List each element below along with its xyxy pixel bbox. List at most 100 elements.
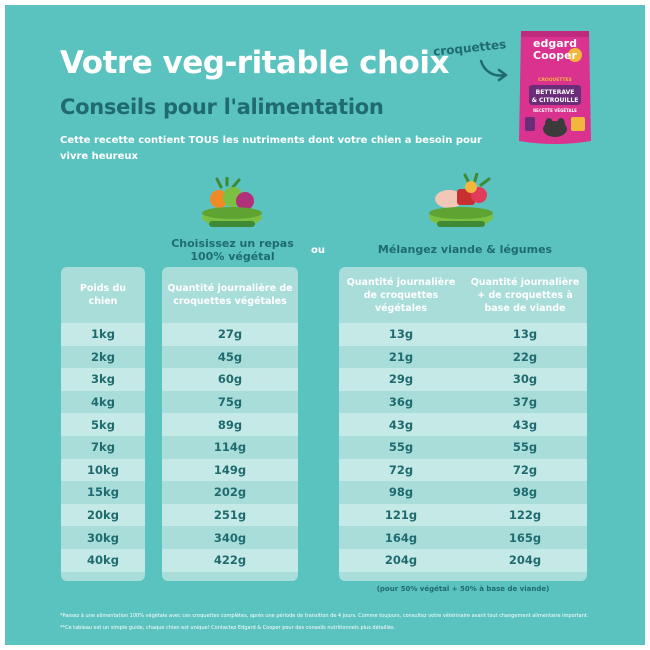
mix-table: Quantité journalière de croquettes végét… xyxy=(339,267,587,581)
table-mix-vegetal-cell: 121g xyxy=(384,508,418,523)
table-vegetal-cell: 27g xyxy=(217,327,243,342)
table-weight-cell: 10kg xyxy=(87,462,119,477)
table-vegetal-cell: 340g xyxy=(213,530,247,545)
product-bag-image: edgard Cooper CROQUETTES BETTERAVE & CIT… xyxy=(519,31,591,144)
table-row: 60g xyxy=(162,368,298,391)
table-row: 4kg xyxy=(61,390,145,414)
table-row: 45g xyxy=(162,345,298,369)
table-row: 75g xyxy=(162,390,298,414)
table-row: 40kg xyxy=(61,548,145,572)
option-separator: ou xyxy=(311,245,325,256)
weight-rows: 1kg 2kg 3kg 4kg 5kg 7kg 10kg 15kg 20kg 30kg 40kg xyxy=(61,323,145,572)
footnote-transition: *Passez à une alimentation 100% végétale… xyxy=(60,613,589,619)
table-row: 43g 43g xyxy=(339,413,587,436)
option-vegetal-title: Choisissez un repas 100% végétal xyxy=(171,237,294,263)
table-weight-cell: 20kg xyxy=(87,508,119,523)
table-vegetal-cell: 60g xyxy=(217,372,243,387)
table-mix-vegetal-cell: 43g xyxy=(388,417,414,432)
table-row: 20kg xyxy=(61,503,145,527)
table-row: 7kg xyxy=(61,435,145,459)
table-row: 15kg xyxy=(61,481,145,504)
table-mix-meat-cell: 122g xyxy=(508,508,542,523)
table-row: 251g xyxy=(162,503,298,527)
table-row: 1kg xyxy=(61,323,145,346)
curved-arrow-icon xyxy=(479,59,508,82)
table-vegetal-cell: 45g xyxy=(217,349,243,364)
table-vegetal-cell: 89g xyxy=(217,417,243,432)
table-row: 121g 122g xyxy=(339,503,587,527)
table-row: 55g 55g xyxy=(339,435,587,459)
table-row: 422g xyxy=(162,548,298,572)
table-mix-vegetal-cell: 21g xyxy=(388,349,414,364)
vegetal-rows: 27g 45g 60g 75g 89g 114g 149g 202g 251g 340g 422g xyxy=(162,323,298,572)
table-row: 29g 30g xyxy=(339,368,587,391)
table-row: 114g xyxy=(162,435,298,459)
table-mix-vegetal-cell: 36g xyxy=(388,395,414,410)
infographic: Votre veg-ritable choix Conseils pour l'… xyxy=(5,5,645,645)
table-weight-cell: 30kg xyxy=(87,530,119,545)
table-mix-vegetal-cell: 204g xyxy=(384,553,418,568)
table-weight-cell: 15kg xyxy=(87,485,119,500)
bag-badge: CROQUETTES xyxy=(538,77,572,83)
table-row: 98g 98g xyxy=(339,481,587,504)
vegetable-bowl-icon xyxy=(202,177,262,227)
table-row: 2kg xyxy=(61,345,145,369)
vegetal-header: Quantité journalière de croquettes végét… xyxy=(162,267,298,323)
page-subtitle: Conseils pour l'alimentation xyxy=(60,95,384,119)
table-weight-cell: 3kg xyxy=(91,372,115,387)
table-row: 89g xyxy=(162,413,298,436)
page-title: Votre veg-ritable choix xyxy=(60,45,449,81)
table-mix-meat-cell: 37g xyxy=(512,395,538,410)
table-row: 13g 13g xyxy=(339,323,587,346)
weight-header: Poids du chien xyxy=(61,267,145,323)
intro-text: Cette recette contient TOUS les nutrimen… xyxy=(60,135,482,162)
table-row: 72g 72g xyxy=(339,458,587,482)
table-row: 5kg xyxy=(61,413,145,436)
vegetal-header-label: Quantité journalière de croquettes végét… xyxy=(167,283,293,307)
table-mix-meat-cell: 13g xyxy=(512,327,538,342)
vegetal-table: Quantité journalière de croquettes végét… xyxy=(162,267,298,581)
table-vegetal-cell: 202g xyxy=(213,485,247,500)
table-row: 3kg xyxy=(61,368,145,391)
mix-note: (pour 50% végétal + 50% à base de viande… xyxy=(376,585,550,593)
weight-header-label: Poids du chien xyxy=(79,283,127,307)
table-weight-cell: 1kg xyxy=(91,327,115,342)
croquettes-callout: croquettes xyxy=(432,37,507,59)
table-row: 27g xyxy=(162,323,298,346)
meat-and-vegetable-bowl-icon xyxy=(429,173,493,227)
weight-table: Poids du chien 1kg 2kg 3kg 4kg 5kg 7kg 10kg 15k… xyxy=(61,267,145,581)
table-mix-meat-cell: 98g xyxy=(512,485,538,500)
table-mix-meat-cell: 30g xyxy=(512,372,538,387)
table-mix-meat-cell: 72g xyxy=(512,462,538,477)
table-mix-vegetal-cell: 13g xyxy=(388,327,414,342)
mix-veg-header-label: Quantité journalière de croquettes végét… xyxy=(346,276,456,314)
mix-meat-header-label: Quantité journalière + de croquettes à b… xyxy=(470,276,580,314)
table-weight-cell: 5kg xyxy=(91,417,115,432)
table-row: 340g xyxy=(162,526,298,549)
table-weight-cell: 7kg xyxy=(91,440,115,455)
table-row: 164g 165g xyxy=(339,526,587,549)
mix-header: Quantité journalière de croquettes végét… xyxy=(339,267,587,323)
table-row: 204g 204g xyxy=(339,548,587,572)
table-mix-vegetal-cell: 72g xyxy=(388,462,414,477)
table-mix-meat-cell: 55g xyxy=(512,440,538,455)
table-vegetal-cell: 422g xyxy=(213,553,247,568)
table-row: 10kg xyxy=(61,458,145,482)
table-vegetal-cell: 251g xyxy=(213,508,247,523)
table-mix-meat-cell: 22g xyxy=(512,349,538,364)
table-vegetal-cell: 149g xyxy=(213,462,247,477)
table-row: 21g 22g xyxy=(339,345,587,369)
table-mix-meat-cell: 204g xyxy=(508,553,542,568)
table-mix-vegetal-cell: 55g xyxy=(388,440,414,455)
table-mix-meat-cell: 43g xyxy=(512,417,538,432)
option-mix-title: Mélangez viande & légumes xyxy=(377,243,553,256)
table-weight-cell: 40kg xyxy=(87,553,119,568)
table-mix-vegetal-cell: 98g xyxy=(388,485,414,500)
bag-recipe-line1: BETTERAVE xyxy=(536,89,575,96)
footnote-guide: **Ce tableau est un simple guide, chaque… xyxy=(60,625,396,631)
table-vegetal-cell: 75g xyxy=(217,395,243,410)
bag-brand-line2: Cooper xyxy=(533,49,578,62)
table-mix-vegetal-cell: 29g xyxy=(388,372,414,387)
table-weight-cell: 2kg xyxy=(91,349,115,364)
table-weight-cell: 4kg xyxy=(91,395,115,410)
